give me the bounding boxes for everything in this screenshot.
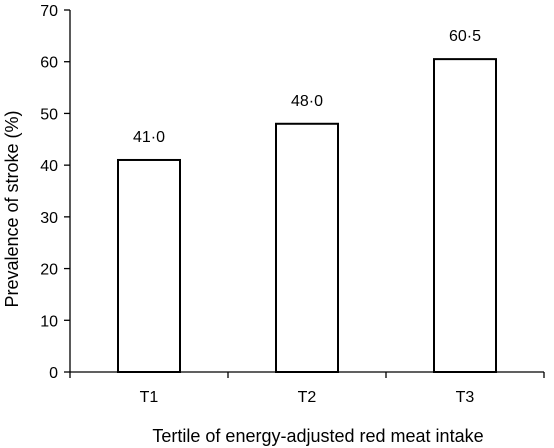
y-axis-title: Prevalence of stroke (%) [2,110,22,307]
x-tick-label: T1 [140,389,159,406]
data-labels: 41·0 48·0 60·5 [133,28,481,146]
x-axis-title: Tertile of energy-adjusted red meat inta… [152,426,483,446]
x-axis: T1 T2 T3 [69,371,545,406]
x-tick-label: T2 [298,389,317,406]
plot-area: 0 10 20 30 40 50 60 70 T1 T2 T3 41·0 48·0 60·5 [40,3,545,406]
y-tick-label: 50 [40,106,58,123]
y-tick-label: 10 [40,313,58,330]
y-tick-label: 0 [49,365,58,382]
bar-t2 [275,122,339,374]
bar-value-label: 48·0 [291,93,323,110]
y-tick-label: 40 [40,158,58,175]
bars [117,58,497,374]
y-tick-label: 60 [40,55,58,72]
bar-value-label: 41·0 [133,129,165,146]
y-tick-label: 20 [40,262,58,279]
bar-t1 [117,158,181,373]
y-tick-label: 70 [40,3,58,20]
x-tick-label: T3 [456,389,475,406]
y-axis: 0 10 20 30 40 50 60 70 [40,3,71,382]
bar-value-label: 60·5 [449,28,481,45]
y-tick-label: 30 [40,210,58,227]
bar-t3 [433,58,497,373]
